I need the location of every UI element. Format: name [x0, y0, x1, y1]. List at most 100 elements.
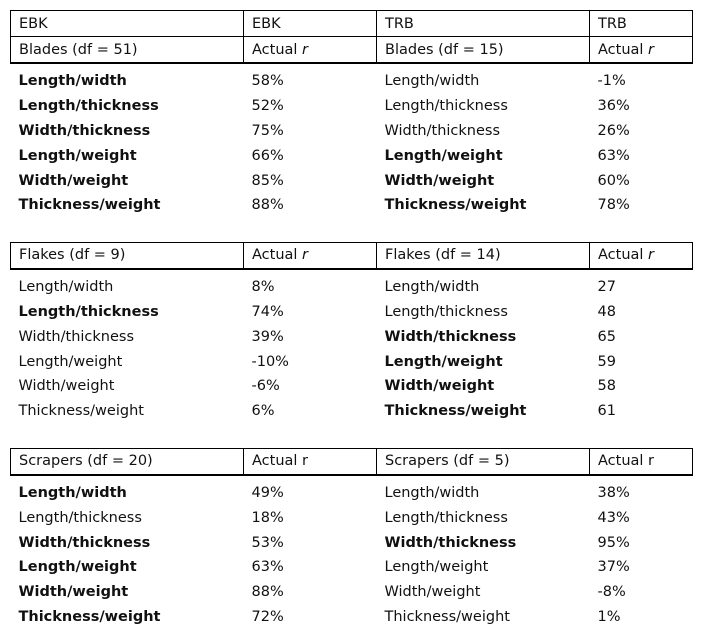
row-value: 53% — [251, 534, 284, 551]
table-row: Length/weight -10% Length/weight 59 — [11, 349, 693, 374]
row-label: Length/thickness — [18, 98, 159, 115]
scrapers-ebk-title: Scrapers (df = 20) — [10, 447, 244, 476]
row-value: 78% — [597, 197, 630, 214]
header-trb-label: TRB — [376, 10, 590, 37]
row-label: Length/weight — [18, 353, 123, 370]
row-value: 74% — [251, 303, 284, 320]
row-value: 18% — [251, 509, 284, 526]
row-label: Width/weight — [18, 172, 129, 189]
row-value: 6% — [251, 403, 275, 420]
scrapers-trb-stat: Actual r — [589, 447, 693, 476]
row-value: 88% — [251, 584, 284, 601]
row-value: 48 — [597, 303, 616, 320]
row-value: -8% — [597, 584, 626, 601]
row-value: 52% — [251, 98, 284, 115]
section-header-flakes: Flakes (df = 9) Actual r Flakes (df = 14… — [10, 241, 693, 270]
table-row: Length/width 49% Length/width 38% — [11, 481, 693, 506]
row-label: Thickness/weight — [18, 197, 161, 214]
row-label: Thickness/weight — [384, 608, 510, 625]
row-value: 49% — [251, 484, 284, 501]
row-label: Length/weight — [384, 353, 503, 370]
row-label: Width/weight — [384, 378, 495, 395]
blades-ebk-stat: Actual r — [243, 36, 377, 64]
row-label: Width/thickness — [18, 122, 151, 139]
row-value: 61 — [597, 403, 616, 420]
stat-r-symbol: r — [648, 247, 655, 264]
row-label: Length/thickness — [384, 303, 508, 320]
row-label: Thickness/weight — [18, 403, 144, 420]
row-label: Width/thickness — [18, 328, 135, 345]
row-label: Width/weight — [384, 172, 495, 189]
table-row: Width/weight -6% Width/weight 58 — [11, 374, 693, 399]
row-value: 66% — [251, 147, 284, 164]
table-row: Width/weight 88% Width/weight -8% — [11, 580, 693, 605]
blades-ebk-title: Blades (df = 51) — [10, 36, 244, 64]
row-label: Width/thickness — [384, 534, 517, 551]
row-label: Length/thickness — [18, 303, 159, 320]
row-label: Length/width — [18, 279, 114, 296]
row-label: Width/weight — [384, 584, 481, 601]
table-row: Length/width 58% Length/width -1% — [11, 69, 693, 94]
row-value: 38% — [597, 484, 630, 501]
row-value: 1% — [597, 608, 621, 625]
row-value: 75% — [251, 122, 284, 139]
row-label: Width/thickness — [384, 328, 517, 345]
row-value: 72% — [251, 608, 284, 625]
row-value: 8% — [251, 279, 275, 296]
table-row: Thickness/weight 6% Thickness/weight 61 — [11, 399, 693, 424]
section-header-blades: Blades (df = 51) Actual r Blades (df = 1… — [10, 36, 693, 64]
row-label: Length/width — [384, 484, 480, 501]
row-value: 60% — [597, 172, 630, 189]
row-label: Thickness/weight — [384, 403, 527, 420]
correlation-table: EBK EBK TRB TRB Blades (df = 51) Actual … — [10, 10, 693, 629]
table-row: Length/thickness 52% Length/thickness 36… — [11, 94, 693, 119]
row-label: Width/thickness — [384, 122, 501, 139]
table-row: Width/thickness 53% Width/thickness 95% — [11, 530, 693, 555]
row-value: 39% — [251, 328, 284, 345]
row-value: 65 — [597, 328, 616, 345]
row-label: Width/weight — [18, 584, 129, 601]
row-value: 88% — [251, 197, 284, 214]
table-row: Length/weight 63% Length/weight 37% — [11, 555, 693, 580]
row-value: 63% — [251, 559, 284, 576]
row-value: 27 — [597, 279, 616, 296]
row-value: -1% — [597, 73, 626, 90]
table-row: Width/weight 85% Width/weight 60% — [11, 168, 693, 193]
row-label: Length/weight — [384, 147, 503, 164]
row-label: Length/weight — [18, 559, 137, 576]
scrapers-trb-title: Scrapers (df = 5) — [376, 447, 590, 476]
row-label: Length/width — [18, 73, 127, 90]
table-row: Length/weight 66% Length/weight 63% — [11, 143, 693, 168]
row-value: 95% — [597, 534, 630, 551]
row-label: Length/weight — [18, 147, 137, 164]
table-row: Length/thickness 18% Length/thickness 43… — [11, 505, 693, 530]
blades-trb-title: Blades (df = 15) — [376, 36, 590, 64]
row-label: Width/thickness — [18, 534, 151, 551]
table-row: Width/thickness 75% Width/thickness 26% — [11, 119, 693, 144]
header-ebk-value-label: EBK — [243, 10, 377, 37]
stat-r-symbol: r — [302, 247, 309, 264]
blades-trb-stat: Actual r — [589, 36, 693, 64]
table-row: Length/width 8% Length/width 27 — [11, 275, 693, 300]
section-header-scrapers: Scrapers (df = 20) Actual r Scrapers (df… — [10, 447, 693, 476]
row-label: Length/thickness — [18, 509, 142, 526]
row-value: 85% — [251, 172, 284, 189]
site-header-row: EBK EBK TRB TRB — [10, 10, 693, 37]
row-value: 59 — [597, 353, 616, 370]
row-value: 26% — [597, 122, 630, 139]
row-label: Length/width — [18, 484, 127, 501]
flakes-trb-stat: Actual r — [589, 241, 693, 270]
header-ebk-label: EBK — [10, 10, 244, 37]
row-value: -6% — [251, 378, 280, 395]
flakes-ebk-title: Flakes (df = 9) — [10, 241, 244, 270]
table-row: Thickness/weight 88% Thickness/weight 78… — [11, 193, 693, 218]
stat-r-symbol: r — [648, 41, 655, 58]
row-label: Thickness/weight — [384, 197, 527, 214]
row-label: Length/thickness — [384, 98, 508, 115]
row-label: Length/width — [384, 73, 480, 90]
row-value: 43% — [597, 509, 630, 526]
stat-r-symbol: r — [302, 41, 309, 58]
header-trb-value-label: TRB — [589, 10, 693, 37]
row-value: 37% — [597, 559, 630, 576]
